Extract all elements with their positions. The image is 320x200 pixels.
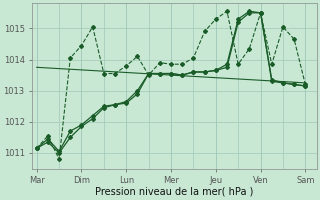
X-axis label: Pression niveau de la mer( hPa ): Pression niveau de la mer( hPa ) xyxy=(95,187,253,197)
